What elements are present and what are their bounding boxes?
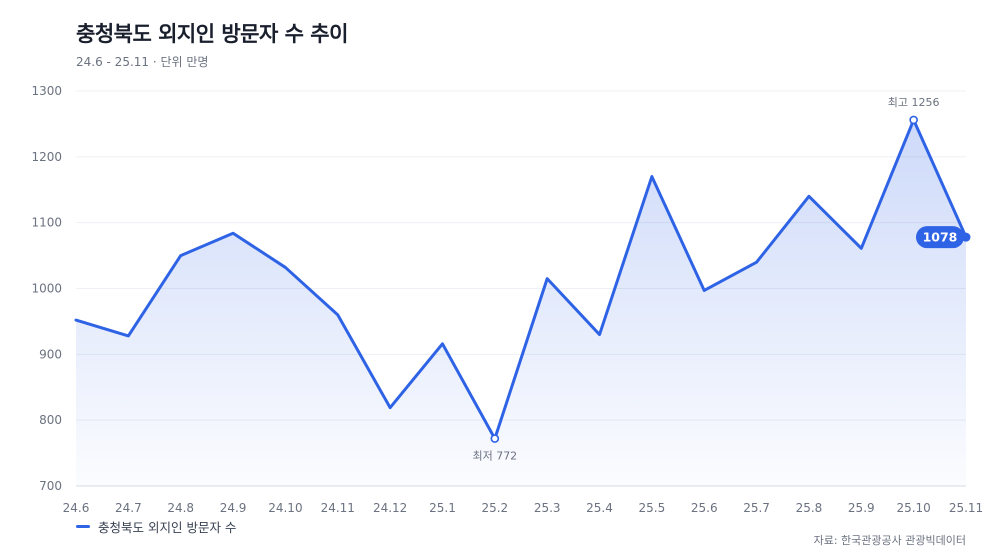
max-annotation: 최고 1256 bbox=[888, 96, 940, 109]
x-tick-label: 25.4 bbox=[586, 501, 613, 515]
legend: 충청북도 외지인 방문자 수 bbox=[76, 517, 236, 536]
y-tick-label: 900 bbox=[39, 347, 62, 361]
series-line bbox=[74, 118, 968, 441]
chart-title: 충청북도 외지인 방문자 수 추이 bbox=[76, 22, 348, 46]
y-tick-label: 1000 bbox=[31, 282, 62, 296]
last-value-label: 1078 bbox=[923, 230, 958, 245]
y-tick-label: 1100 bbox=[31, 216, 62, 230]
legend-label: 충청북도 외지인 방문자 수 bbox=[98, 520, 237, 535]
x-tick-label: 25.3 bbox=[534, 501, 561, 515]
x-tick-label: 24.6 bbox=[63, 501, 90, 515]
x-tick-label: 25.5 bbox=[639, 501, 666, 515]
y-tick-label: 1300 bbox=[31, 84, 62, 98]
x-tick-label: 24.8 bbox=[167, 501, 194, 515]
chart-subtitle: 24.6 - 25.11 · 단위 만명 bbox=[76, 55, 209, 69]
x-tick-label: 24.9 bbox=[220, 501, 247, 515]
x-tick-label: 25.2 bbox=[481, 501, 508, 515]
legend-swatch bbox=[76, 525, 90, 528]
x-tick-label: 25.9 bbox=[848, 501, 875, 515]
y-tick-label: 1200 bbox=[31, 150, 62, 164]
x-tick-label: 25.8 bbox=[796, 501, 823, 515]
y-axis-ticks: 700 800 900 1000 1100 1200 1300 bbox=[31, 84, 62, 493]
x-axis-ticks: 24.6 24.7 24.8 24.9 24.10 24.11 24.12 25.1 25.2 2… bbox=[63, 501, 984, 515]
x-tick-label: 24.10 bbox=[268, 501, 302, 515]
x-tick-label: 25.10 bbox=[896, 501, 930, 515]
x-tick-label: 24.11 bbox=[321, 501, 355, 515]
last-value-badge bbox=[916, 226, 964, 249]
x-tick-label: 25.11 bbox=[949, 501, 983, 515]
x-tick-label: 24.12 bbox=[373, 501, 407, 515]
y-tick-label: 700 bbox=[39, 479, 62, 493]
y-tick-label: 800 bbox=[39, 413, 62, 427]
x-tick-label: 24.7 bbox=[115, 501, 142, 515]
source-note: 자료: 한국관광공사 관광빅데이터 bbox=[813, 534, 966, 547]
x-tick-label: 25.6 bbox=[691, 501, 718, 515]
series-layer bbox=[74, 118, 968, 486]
annotations: 최고 1256 최저 772 1078 bbox=[472, 96, 971, 463]
series-area bbox=[76, 119, 966, 486]
max-point-marker bbox=[909, 115, 918, 125]
x-tick-label: 25.7 bbox=[743, 501, 770, 515]
min-annotation: 최저 772 bbox=[472, 450, 517, 463]
x-tick-label: 25.1 bbox=[429, 501, 456, 515]
min-point-marker bbox=[490, 434, 500, 443]
